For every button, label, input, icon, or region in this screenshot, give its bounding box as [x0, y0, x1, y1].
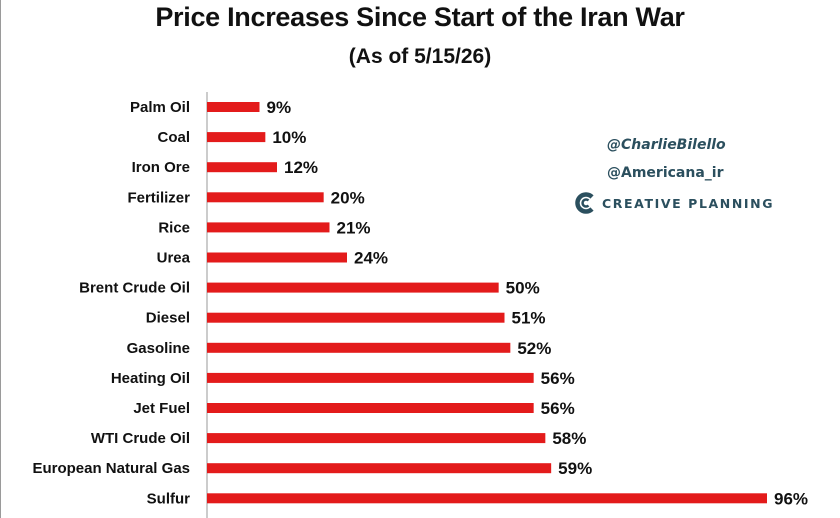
category-label-rice: Rice: [158, 219, 190, 236]
chart-subtitle: (As of 5/15/26): [348, 45, 492, 68]
category-label-fertilizer: Fertilizer: [127, 189, 190, 206]
chart-title: Price Increases Since Start of the Iran …: [155, 2, 685, 32]
category-label-european-natural-gas: European Natural Gas: [32, 460, 190, 477]
category-label-palm-oil: Palm Oil: [130, 99, 190, 116]
value-label-rice: 21%: [337, 218, 371, 237]
bars-group: [207, 102, 767, 504]
category-label-gasoline: Gasoline: [127, 340, 190, 357]
value-labels-group: 9% 10% 12% 20% 21% 24% 50% 51% 52% 56% 56% 58% 59% 96…: [267, 98, 809, 508]
category-labels-group: Palm Oil Coal Iron Ore Fertilizer Rice Urea Br…: [32, 99, 190, 507]
category-label-sulfur: Sulfur: [147, 490, 190, 507]
category-label-diesel: Diesel: [146, 310, 190, 327]
bar-wti-crude-oil: [207, 433, 546, 444]
category-label-iron-ore: Iron Ore: [132, 159, 190, 176]
category-label-wti-crude-oil: WTI Crude Oil: [91, 430, 190, 447]
category-label-coal: Coal: [157, 129, 190, 146]
bar-rice: [207, 222, 330, 233]
bar-european-natural-gas: [207, 463, 552, 474]
value-label-iron-ore: 12%: [284, 158, 318, 177]
watermark-handle-charliebilello: @CharlieBilello: [607, 137, 726, 153]
value-label-wti-crude-oil: 58%: [552, 429, 586, 448]
bar-diesel: [207, 312, 505, 323]
bar-brent-crude-oil: [207, 282, 499, 293]
brand-name: CREATIVE PLANNING: [602, 195, 775, 211]
category-label-urea: Urea: [157, 250, 191, 267]
value-label-brent-crude-oil: 50%: [506, 279, 540, 298]
bar-iron-ore: [207, 162, 277, 173]
creative-planning-logo-icon: [575, 192, 594, 214]
value-label-diesel: 51%: [512, 309, 546, 328]
category-label-jet-fuel: Jet Fuel: [133, 400, 190, 417]
category-label-heating-oil: Heating Oil: [111, 370, 190, 387]
value-label-jet-fuel: 56%: [541, 399, 575, 418]
watermark: @CharlieBilello @Americana_ir CREATIVE P…: [574, 132, 794, 216]
bar-coal: [207, 132, 266, 143]
bar-palm-oil: [207, 102, 260, 112]
value-label-palm-oil: 9%: [267, 98, 292, 117]
brand-row: CREATIVE PLANNING: [574, 190, 794, 216]
bar-urea: [207, 252, 347, 263]
bar-gasoline: [207, 342, 511, 353]
value-label-european-natural-gas: 59%: [558, 459, 592, 478]
value-label-coal: 10%: [272, 128, 306, 147]
value-label-sulfur: 96%: [774, 489, 808, 508]
bar-fertilizer: [207, 192, 324, 203]
value-label-heating-oil: 56%: [541, 369, 575, 388]
value-label-urea: 24%: [354, 249, 388, 268]
value-label-fertilizer: 20%: [331, 188, 365, 207]
bar-jet-fuel: [207, 403, 534, 413]
left-border: [0, 0, 1, 518]
value-label-gasoline: 52%: [517, 339, 551, 358]
watermark-handle-americana: @Americana_ir: [607, 165, 724, 181]
category-label-brent-crude-oil: Brent Crude Oil: [79, 280, 190, 297]
bar-sulfur: [207, 493, 767, 504]
bar-heating-oil: [207, 372, 534, 383]
